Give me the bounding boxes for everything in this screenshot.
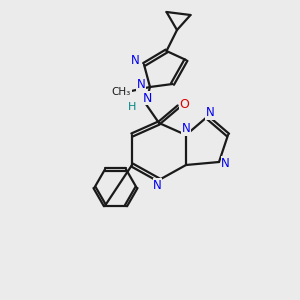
Text: O: O xyxy=(180,98,189,112)
Text: N: N xyxy=(131,53,140,67)
Text: N: N xyxy=(206,106,214,119)
Text: N: N xyxy=(136,77,146,91)
Text: CH₃: CH₃ xyxy=(112,87,131,97)
Text: N: N xyxy=(221,157,230,170)
Text: N: N xyxy=(142,92,152,105)
Text: N: N xyxy=(153,179,162,192)
Text: H: H xyxy=(128,101,136,112)
Text: N: N xyxy=(182,122,190,136)
